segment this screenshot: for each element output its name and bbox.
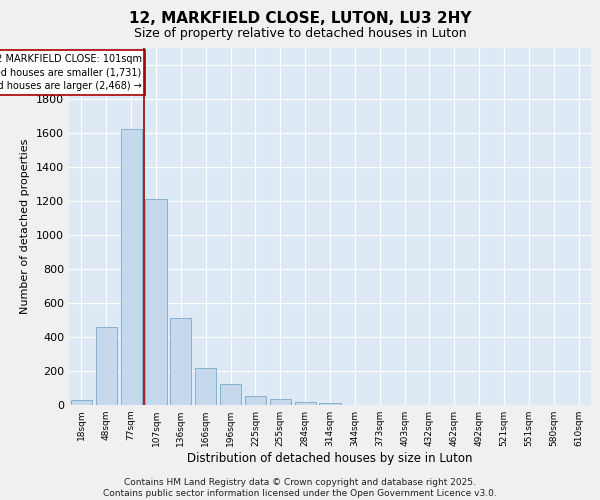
Text: Contains HM Land Registry data © Crown copyright and database right 2025.
Contai: Contains HM Land Registry data © Crown c… [103, 478, 497, 498]
Bar [96, 326, 117, 405]
Bar [319, 404, 341, 405]
Y-axis label: Number of detached properties: Number of detached properties [20, 138, 31, 314]
Text: Size of property relative to detached houses in Luton: Size of property relative to detached ho… [134, 28, 466, 40]
X-axis label: Distribution of detached houses by size in Luton: Distribution of detached houses by size … [187, 452, 473, 465]
Bar [121, 129, 142, 405]
Bar [71, 400, 92, 405]
Text: 12 MARKFIELD CLOSE: 101sqm
← 41% of detached houses are smaller (1,731)
58% of s: 12 MARKFIELD CLOSE: 101sqm ← 41% of deta… [0, 54, 142, 90]
Bar [195, 368, 216, 405]
Text: 12, MARKFIELD CLOSE, LUTON, LU3 2HY: 12, MARKFIELD CLOSE, LUTON, LU3 2HY [129, 11, 471, 26]
Bar [220, 384, 241, 405]
Bar [245, 396, 266, 405]
Bar [270, 399, 291, 405]
Bar [170, 318, 191, 405]
Bar [145, 199, 167, 405]
Bar [295, 402, 316, 405]
